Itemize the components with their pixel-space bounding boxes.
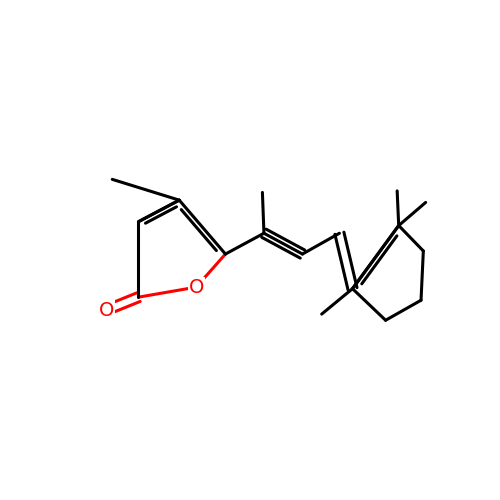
Text: O: O [188, 278, 204, 296]
Text: O: O [98, 300, 114, 320]
